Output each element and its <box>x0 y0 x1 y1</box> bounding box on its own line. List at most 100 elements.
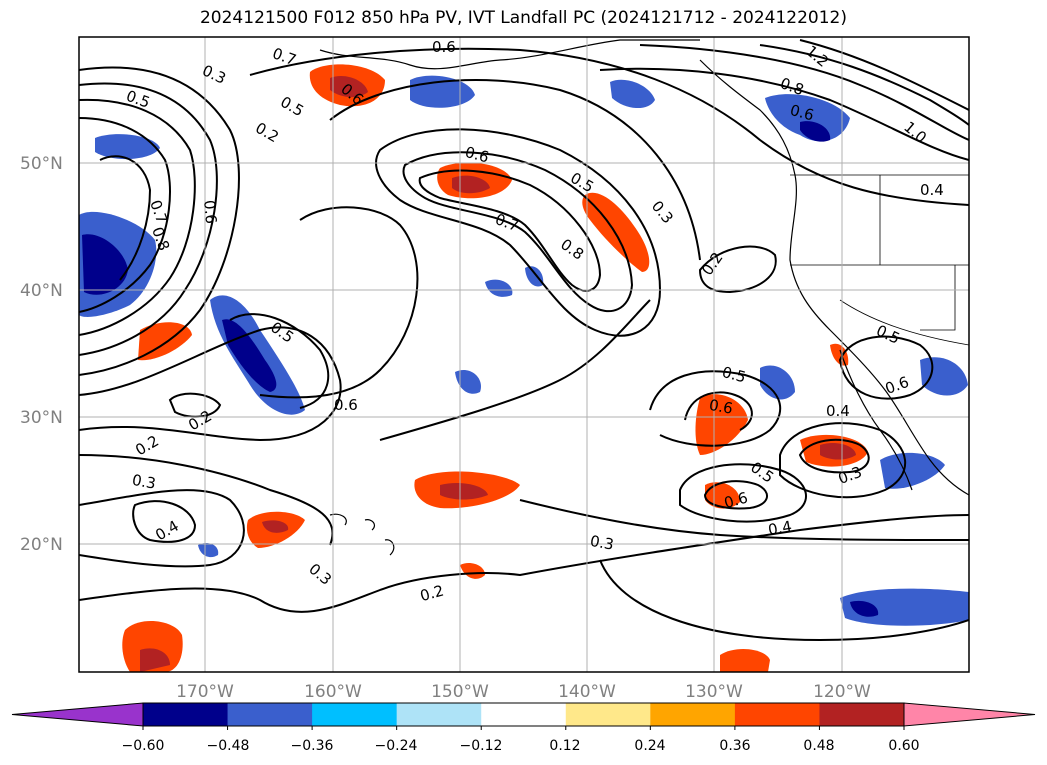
coastline-baja <box>839 349 913 491</box>
pv-negative-blob <box>525 266 544 287</box>
contour-label: 0.6 <box>200 199 220 224</box>
coastline-north-america <box>699 59 969 496</box>
contour-label: 0.6 <box>788 101 816 125</box>
contour-label: 0.6 <box>708 396 735 418</box>
border-state-line <box>920 265 956 331</box>
pv-negative-core <box>82 234 128 295</box>
pv-positive-core <box>140 648 170 672</box>
colorbar-tick-label: 0.60 <box>888 738 919 754</box>
lon-label: 140°W <box>558 682 616 702</box>
pv-negative-blob <box>880 452 945 489</box>
colorbar-segment <box>650 703 736 726</box>
contour-line <box>168 392 222 418</box>
contour-label: 0.3 <box>131 471 158 493</box>
coastlines <box>319 39 969 556</box>
pv-negative-blob <box>765 94 850 142</box>
lat-label: 20°N <box>20 535 63 555</box>
pv-negative-blob <box>485 279 513 297</box>
contour-line <box>79 117 171 313</box>
contour-line <box>599 67 969 161</box>
lat-label: 30°N <box>20 408 63 428</box>
colorbar-segment <box>312 703 398 726</box>
colorbar-outline <box>142 702 905 727</box>
lon-label: 170°W <box>176 682 234 702</box>
contour-line <box>649 370 782 447</box>
contour-label: 0.2 <box>418 581 446 605</box>
contour-line <box>779 422 906 499</box>
longitude-axis: 170°W 160°W 150°W 140°W 130°W 120°W <box>176 682 871 702</box>
colorbar-tick-label: 0.36 <box>719 738 750 754</box>
pv-positive-blob <box>460 563 485 579</box>
colorbar-tick-label: 0.24 <box>634 738 665 754</box>
pv-negative-core <box>800 121 831 142</box>
colorbar-segment <box>396 703 482 726</box>
contour-line <box>703 480 768 510</box>
contour-label: 0.3 <box>589 532 616 554</box>
map-area <box>79 37 969 672</box>
contour-line <box>799 39 969 111</box>
pv-negative-blob <box>455 370 481 394</box>
lat-label: 40°N <box>20 281 63 301</box>
ivt-contours <box>79 39 969 642</box>
pv-positive-core <box>452 175 490 194</box>
colorbar-extend-high <box>903 702 1036 727</box>
colorbar-tick-label: −0.36 <box>291 738 334 754</box>
pv-positive-core <box>440 483 488 500</box>
political-borders <box>790 174 969 346</box>
lon-label: 160°W <box>304 682 362 702</box>
contour-label: 0.6 <box>432 38 456 56</box>
colorbar-labels: −0.60 −0.48 −0.36 −0.24 −0.12 0.12 0.24 … <box>122 738 920 754</box>
contour-line <box>379 299 651 441</box>
contour-label: 0.4 <box>826 402 850 420</box>
contour-label: 0.6 <box>722 488 750 512</box>
contour-line <box>838 335 934 400</box>
contour-line <box>375 128 662 337</box>
contour-line <box>639 44 969 141</box>
map-frame <box>78 36 970 673</box>
contour-line <box>99 155 152 281</box>
contour-line <box>798 438 870 474</box>
pv-positive-core <box>330 75 368 98</box>
contour-label: 0.5 <box>720 363 748 387</box>
lon-label: 150°W <box>431 682 489 702</box>
colorbar-tick-label: −0.60 <box>122 738 165 754</box>
contour-label: 0.6 <box>463 143 491 167</box>
pv-positive-blob <box>720 648 770 672</box>
contour-line <box>679 463 807 523</box>
contour-line <box>684 391 753 431</box>
pv-positive-blob <box>695 394 748 455</box>
contour-line <box>79 454 334 546</box>
contour-line <box>79 66 240 376</box>
colorbar-segment <box>734 703 820 726</box>
colorbar-segment <box>143 703 229 726</box>
contour-line <box>698 245 777 294</box>
pv-shading <box>79 64 969 672</box>
contour-line <box>599 559 969 642</box>
figure-title: 2024121500 F012 850 hPa PV, IVT Landfall… <box>199 8 847 28</box>
colorbar-segment <box>227 703 313 726</box>
colorbar-segment <box>481 703 567 726</box>
pv-negative-blob <box>198 543 219 558</box>
colorbar-tick-label: 0.48 <box>803 738 834 754</box>
lat-label: 50°N <box>20 154 63 174</box>
colorbar-tick-label: −0.12 <box>460 738 503 754</box>
contour-line <box>402 151 634 313</box>
contour-line <box>79 514 969 613</box>
border-us-mexico <box>839 299 969 346</box>
contour-line <box>249 47 969 206</box>
contour-line <box>418 169 602 292</box>
gridlines <box>79 37 969 672</box>
contour-line <box>79 489 245 568</box>
contour-label: 0.4 <box>920 181 944 199</box>
colorbar-segment <box>819 703 905 726</box>
contour-line <box>519 499 969 541</box>
colorbar-segment <box>565 703 651 726</box>
colorbar-tick-label: −0.48 <box>207 738 250 754</box>
contour-line <box>79 82 218 356</box>
pv-positive-core <box>262 520 289 533</box>
contour-label: 0.4 <box>767 517 794 539</box>
colorbar <box>11 702 1036 730</box>
contour-line <box>79 98 196 336</box>
pv-positive-core <box>820 443 856 460</box>
contour-line <box>259 206 419 399</box>
